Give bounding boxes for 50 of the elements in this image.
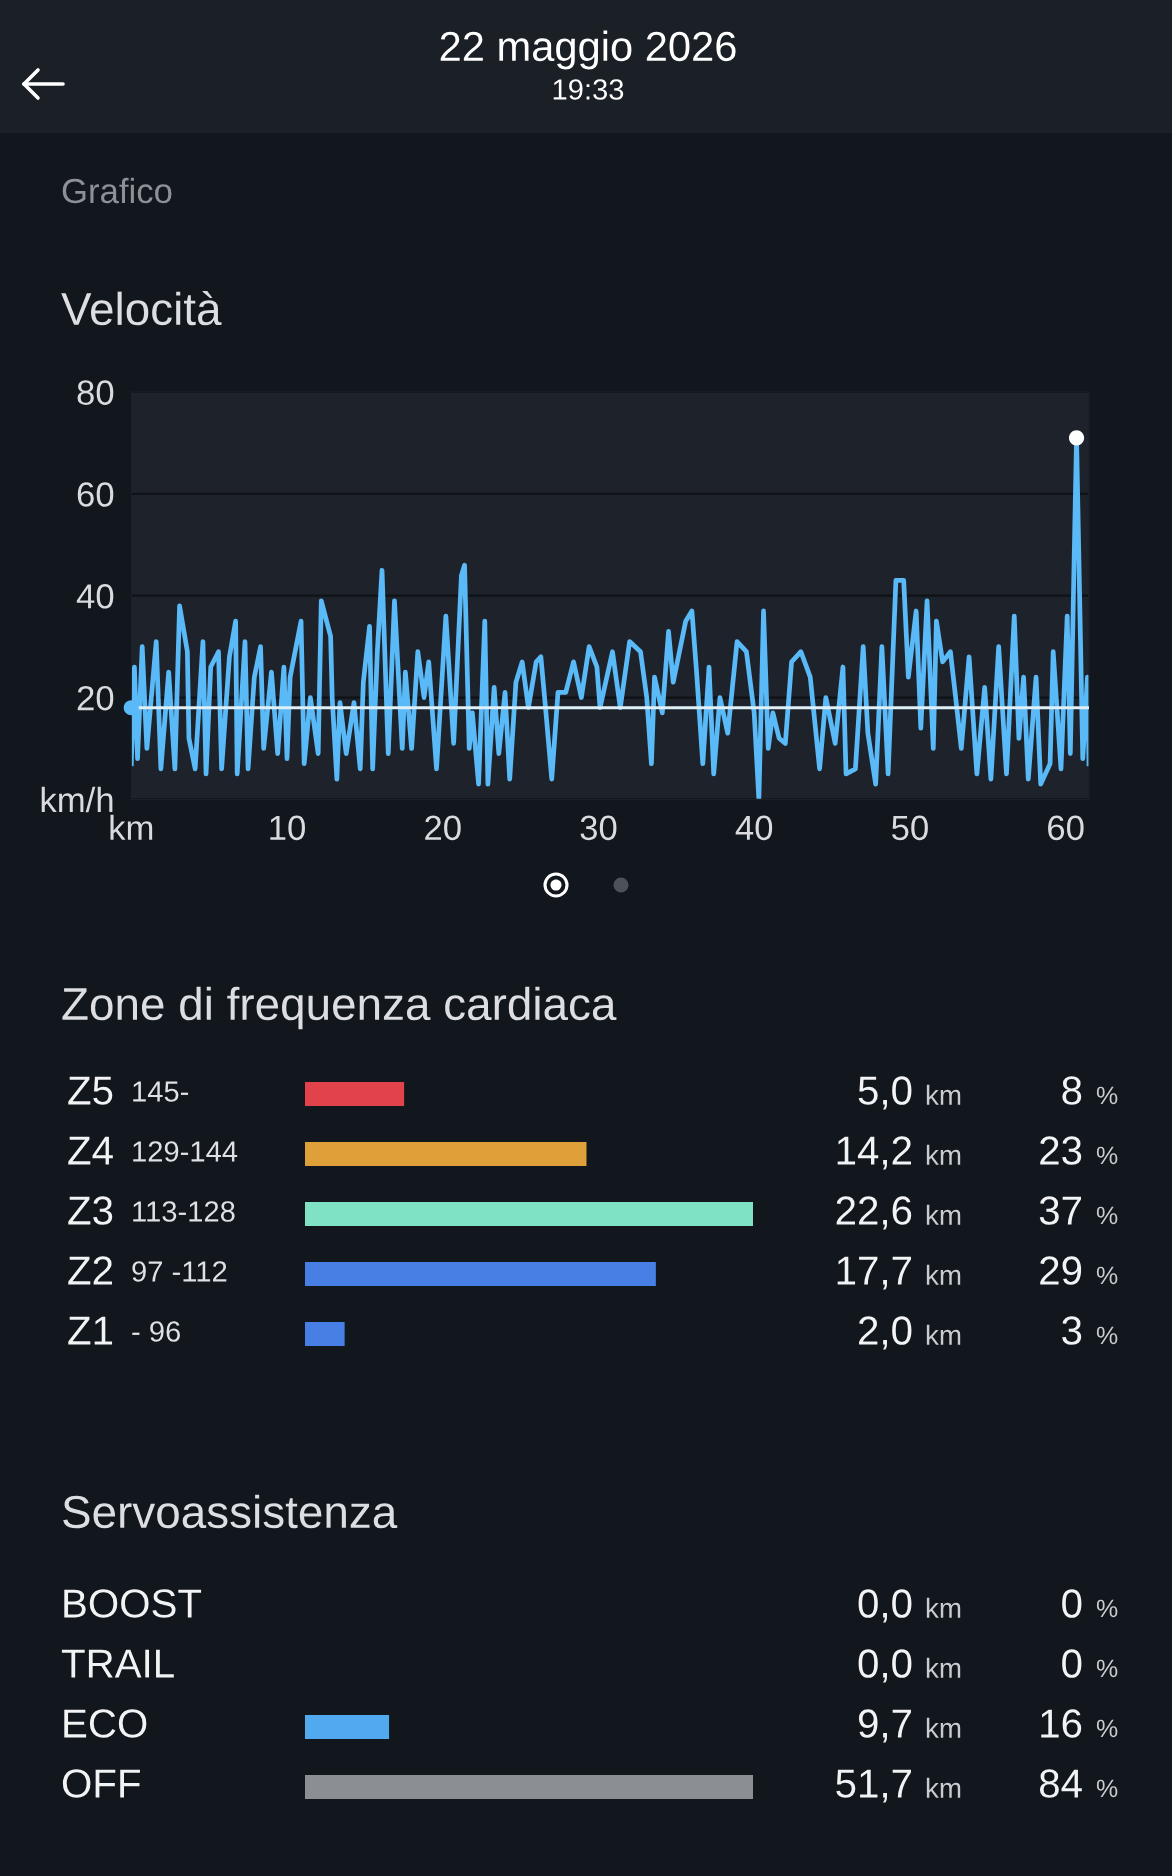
x-tick-label: 50 — [892, 815, 928, 841]
data-label: 9,7 km — [858, 1709, 961, 1743]
y-tick-label: 20 — [77, 685, 114, 711]
y2-tick-label: 23 % — [1040, 1136, 1118, 1165]
chart-title: Servoassistenza — [63, 1494, 398, 1529]
bar — [305, 1202, 753, 1226]
bar — [305, 1262, 656, 1286]
x-tick-label: 20 — [425, 815, 461, 841]
y-tick-label: ECO — [64, 1709, 147, 1738]
y2-tick-label: 84 % — [1039, 1769, 1118, 1798]
y-tick-label: Z3 113-128 — [68, 1196, 235, 1225]
y-tick-label: BOOST — [64, 1589, 202, 1618]
x-tick-label: 40 — [735, 815, 773, 841]
data-label: 17,7 km — [837, 1256, 961, 1290]
bar — [305, 1082, 405, 1106]
y-tick-label: 40 — [76, 584, 114, 609]
data-label: 5,0 km — [858, 1076, 961, 1110]
x-tick-label: 10 — [270, 815, 305, 841]
y-tick-label: Z4 129-144 — [68, 1136, 238, 1165]
text: Grafico — [62, 177, 172, 204]
data-label: 0,0 km — [858, 1589, 961, 1623]
data-label: 22,6 km — [836, 1196, 961, 1230]
data-label: 51,7 km — [836, 1769, 961, 1803]
bar — [305, 1322, 345, 1346]
data-label: 2,0 km — [859, 1316, 961, 1350]
text: 22 maggio 2026 — [440, 30, 736, 70]
y2-tick-label: 3 % — [1062, 1316, 1118, 1345]
y2-tick-label: 8 % — [1062, 1076, 1118, 1105]
y-tick-label: 60 — [77, 482, 114, 507]
y-tick-label: 80 — [77, 380, 114, 405]
y-tick-label: km/h — [41, 786, 113, 813]
bar — [305, 1142, 587, 1166]
y-tick-label: Z5 145- — [68, 1076, 189, 1105]
y2-tick-label: 37 % — [1039, 1196, 1118, 1225]
data-label: 14,2 km — [837, 1136, 961, 1170]
y2-tick-label: 16 % — [1041, 1709, 1118, 1738]
y2-tick-label: 29 % — [1040, 1256, 1118, 1285]
y-tick-label: TRAIL — [61, 1649, 174, 1678]
y-tick-label: Z1 - 96 — [68, 1316, 180, 1345]
x-tick-label: 60 — [1048, 815, 1084, 841]
y2-tick-label: 0 % — [1062, 1589, 1118, 1618]
x-tick-label: km — [110, 814, 153, 840]
x-tick-label: 30 — [580, 815, 617, 841]
y2-tick-label: 0 % — [1062, 1649, 1118, 1678]
text: 19:33 — [553, 79, 624, 100]
y-tick-label: Z2 97 -112 — [68, 1256, 227, 1285]
chart-title: Velocità — [61, 291, 222, 326]
data-label: 0,0 km — [858, 1649, 961, 1683]
chart-title: Zone di frequenza cardiaca — [62, 986, 617, 1030]
y-tick-label: OFF — [62, 1769, 140, 1798]
